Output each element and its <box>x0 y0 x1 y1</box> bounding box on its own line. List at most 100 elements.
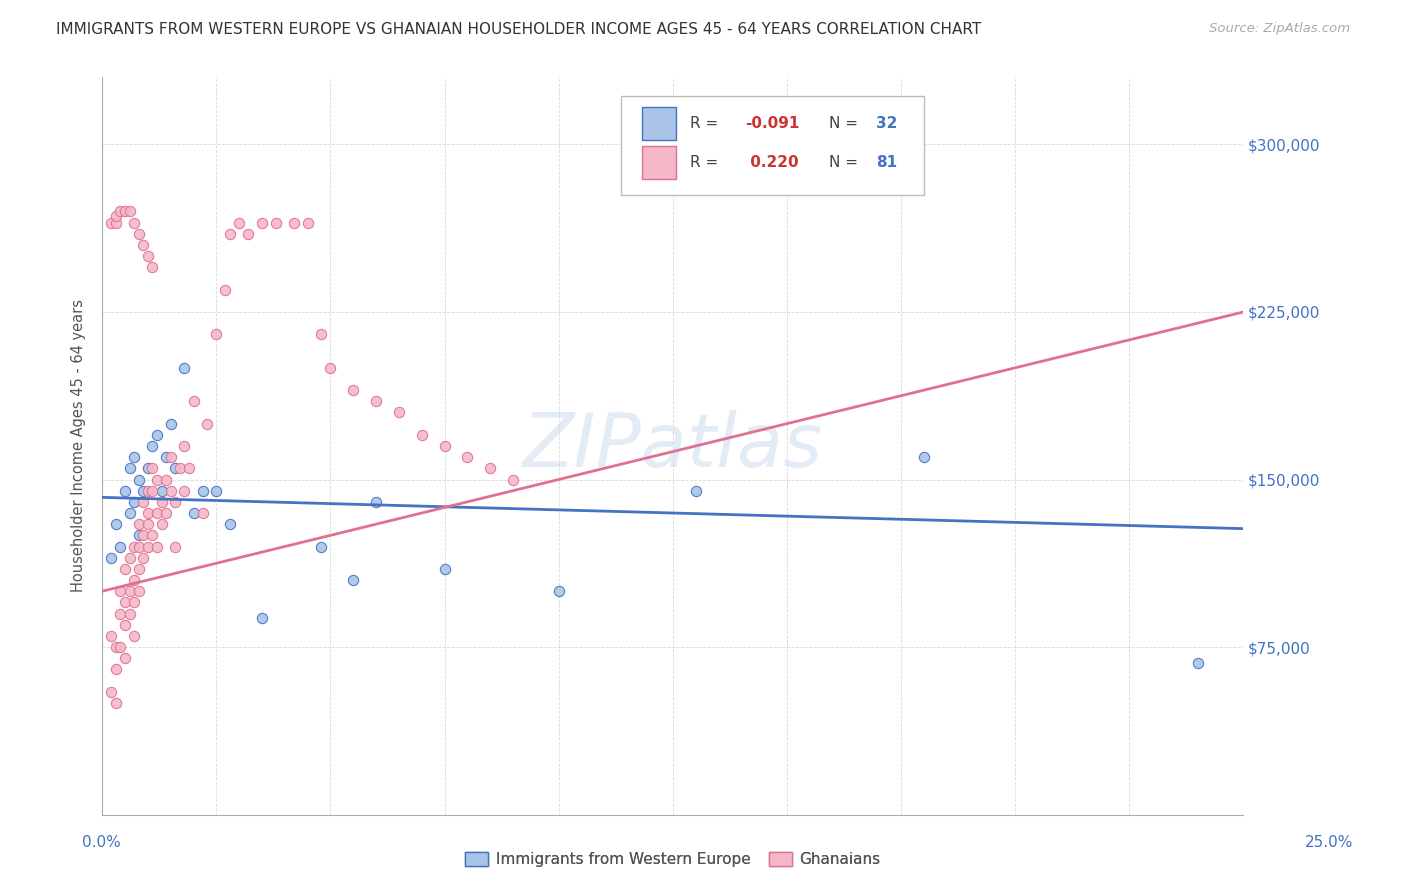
Point <box>118 550 141 565</box>
Point <box>122 573 145 587</box>
Point <box>250 216 273 230</box>
Text: 81: 81 <box>876 154 897 169</box>
Point <box>297 216 319 230</box>
Point <box>191 506 214 520</box>
Text: 25.0%: 25.0% <box>1305 836 1353 850</box>
Point <box>155 506 177 520</box>
Point <box>141 260 163 275</box>
Point <box>165 495 187 509</box>
Point <box>250 611 273 625</box>
Point <box>128 517 150 532</box>
Point <box>433 439 456 453</box>
Point <box>141 528 163 542</box>
Point <box>110 584 132 599</box>
Point <box>100 629 122 643</box>
Point <box>195 417 218 431</box>
Point <box>104 517 127 532</box>
Point <box>100 684 122 698</box>
Point <box>191 483 214 498</box>
Point <box>122 629 145 643</box>
Point <box>128 562 150 576</box>
Point <box>114 595 136 609</box>
Point <box>114 562 136 576</box>
Point <box>122 450 145 465</box>
Point <box>219 517 242 532</box>
Point <box>169 461 191 475</box>
Point <box>165 540 187 554</box>
Text: IMMIGRANTS FROM WESTERN EUROPE VS GHANAIAN HOUSEHOLDER INCOME AGES 45 - 64 YEARS: IMMIGRANTS FROM WESTERN EUROPE VS GHANAI… <box>56 22 981 37</box>
Point <box>502 473 524 487</box>
Point <box>118 607 141 621</box>
Point <box>411 427 433 442</box>
Point <box>146 506 169 520</box>
Point <box>1187 656 1209 670</box>
Point <box>118 584 141 599</box>
Y-axis label: Householder Income Ages 45 - 64 years: Householder Income Ages 45 - 64 years <box>72 300 86 592</box>
Point <box>122 216 145 230</box>
Point <box>114 204 136 219</box>
Point <box>283 216 305 230</box>
Point <box>155 473 177 487</box>
Point <box>122 495 145 509</box>
Point <box>238 227 260 241</box>
Point <box>100 216 122 230</box>
Point <box>173 360 195 375</box>
Point <box>122 595 145 609</box>
Point <box>132 495 155 509</box>
Point <box>128 473 150 487</box>
Point <box>264 216 287 230</box>
Point <box>146 473 169 487</box>
Point <box>364 495 387 509</box>
Point <box>114 483 136 498</box>
Point <box>118 461 141 475</box>
Point <box>177 461 200 475</box>
Point <box>183 506 205 520</box>
Point <box>141 439 163 453</box>
Point <box>104 216 127 230</box>
Point <box>132 238 155 252</box>
Point <box>136 506 159 520</box>
Point <box>110 540 132 554</box>
Point <box>479 461 502 475</box>
FancyBboxPatch shape <box>643 107 676 140</box>
Point <box>342 573 364 587</box>
Point <box>132 550 155 565</box>
FancyBboxPatch shape <box>643 145 676 178</box>
Point <box>159 483 181 498</box>
Point <box>104 209 127 223</box>
Point <box>364 394 387 409</box>
FancyBboxPatch shape <box>621 95 924 195</box>
Point <box>388 405 411 419</box>
Point <box>155 450 177 465</box>
Text: N =: N = <box>830 116 863 131</box>
Point <box>912 450 935 465</box>
Point <box>136 517 159 532</box>
Point <box>128 528 150 542</box>
Text: N =: N = <box>830 154 863 169</box>
Text: ZIPatlas: ZIPatlas <box>523 410 823 482</box>
Point <box>128 584 150 599</box>
Point <box>136 483 159 498</box>
Text: 0.0%: 0.0% <box>82 836 121 850</box>
Text: 0.220: 0.220 <box>745 154 799 169</box>
Point <box>100 550 122 565</box>
Point <box>110 640 132 654</box>
Point <box>311 540 333 554</box>
Point <box>114 651 136 665</box>
Point <box>146 427 169 442</box>
Point <box>173 439 195 453</box>
Point <box>132 528 155 542</box>
Point <box>136 461 159 475</box>
Point <box>173 483 195 498</box>
Point <box>456 450 478 465</box>
Text: R =: R = <box>690 154 723 169</box>
Point <box>150 517 173 532</box>
Point <box>159 417 181 431</box>
Point <box>205 327 228 342</box>
Point <box>122 540 145 554</box>
Point <box>685 483 707 498</box>
Point <box>110 607 132 621</box>
Point <box>104 696 127 710</box>
Legend: Immigrants from Western Europe, Ghanaians: Immigrants from Western Europe, Ghanaian… <box>458 846 887 873</box>
Point <box>433 562 456 576</box>
